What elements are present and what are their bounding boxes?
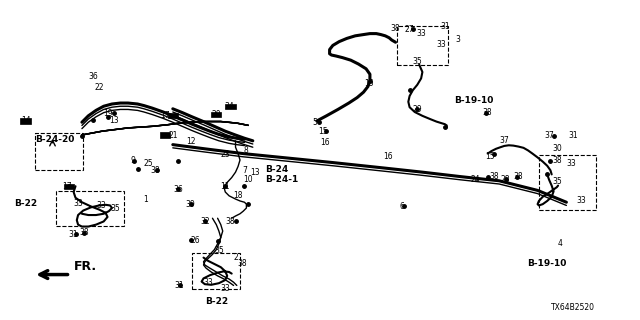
Text: B-19-10: B-19-10 [527, 260, 567, 268]
Text: 22: 22 [95, 83, 104, 92]
Text: 33: 33 [96, 201, 106, 210]
Text: 24: 24 [470, 175, 480, 184]
Bar [192, 253, 240, 289]
Text: 38: 38 [390, 24, 401, 33]
Text: 1: 1 [143, 195, 148, 204]
Text: 38: 38 [237, 260, 247, 268]
Text: 36: 36 [173, 185, 183, 194]
Text: 30: 30 [552, 144, 562, 153]
Text: 8: 8 [243, 146, 248, 155]
Bar [225, 104, 236, 109]
Text: 15: 15 [364, 79, 374, 88]
Text: 2: 2 [233, 253, 238, 262]
Text: 34: 34 [224, 102, 234, 111]
Text: 38: 38 [483, 108, 493, 117]
Text: 39: 39 [186, 200, 196, 209]
Text: 3: 3 [455, 36, 460, 44]
Text: 15: 15 [484, 152, 495, 161]
Bar [160, 132, 170, 138]
Text: 38: 38 [79, 228, 90, 237]
Text: 4: 4 [557, 239, 563, 248]
Text: 38: 38 [225, 217, 236, 226]
Text: 33: 33 [576, 196, 586, 205]
Text: 12: 12 [186, 137, 195, 146]
Bar [20, 118, 31, 124]
Text: 35: 35 [412, 57, 422, 66]
Text: TX64B2520: TX64B2520 [551, 303, 595, 312]
Text: 17: 17 [160, 111, 170, 120]
Text: 5: 5 [312, 118, 317, 127]
Text: 33: 33 [566, 159, 576, 168]
Text: 13: 13 [250, 168, 260, 177]
Text: 31: 31 [68, 230, 79, 239]
Bar [35, 133, 83, 170]
Text: 6: 6 [399, 202, 404, 211]
Text: B-24-20: B-24-20 [35, 135, 75, 144]
Text: B-22: B-22 [14, 199, 37, 208]
Text: 18: 18 [234, 191, 243, 200]
Text: 26: 26 [190, 236, 200, 245]
Text: 38: 38 [150, 166, 160, 175]
Text: 35: 35 [214, 246, 224, 255]
Text: 16: 16 [383, 152, 393, 161]
Text: 33: 33 [416, 29, 426, 38]
Text: B-22: B-22 [205, 297, 228, 306]
Text: 13: 13 [109, 116, 119, 125]
Text: 38: 38 [513, 172, 524, 181]
Bar [64, 184, 74, 189]
Text: 33: 33 [220, 284, 230, 293]
Text: B-19-10: B-19-10 [454, 96, 494, 105]
Text: 17: 17 [62, 182, 72, 191]
Text: 23: 23 [220, 150, 230, 159]
Text: 10: 10 [243, 175, 253, 184]
Text: 35: 35 [110, 204, 120, 213]
Text: 21: 21 [168, 131, 177, 140]
Bar [211, 112, 221, 117]
Text: 29: 29 [412, 105, 422, 114]
Text: 9: 9 [131, 156, 136, 165]
Bar [539, 155, 596, 210]
Text: 28: 28 [501, 175, 510, 184]
Text: 11: 11 [221, 182, 230, 191]
Text: 27: 27 [404, 25, 415, 34]
Text: 14: 14 [20, 116, 31, 125]
Text: 38: 38 [552, 156, 562, 165]
Text: 16: 16 [320, 138, 330, 147]
Bar [168, 113, 178, 118]
Text: 33: 33 [73, 199, 83, 208]
Text: 35: 35 [552, 177, 562, 186]
Text: 38: 38 [489, 172, 499, 181]
Text: 31: 31 [174, 281, 184, 290]
Text: 25: 25 [143, 159, 154, 168]
Text: B-24
B-24-1: B-24 B-24-1 [266, 165, 299, 184]
Text: 19: 19 [102, 109, 113, 118]
Bar [397, 26, 448, 65]
Text: 33: 33 [203, 278, 213, 287]
Text: 33: 33 [436, 40, 447, 49]
Text: 37: 37 [499, 136, 509, 145]
Text: FR.: FR. [74, 260, 97, 273]
Text: 7: 7 [242, 166, 247, 175]
Bar [56, 191, 124, 226]
Text: 36: 36 [88, 72, 98, 81]
Text: 20: 20 [211, 110, 221, 119]
Text: 32: 32 [200, 217, 210, 226]
Text: 37: 37 [544, 132, 554, 140]
Text: 31: 31 [568, 132, 578, 140]
Text: 15: 15 [318, 127, 328, 136]
Text: 31: 31 [440, 22, 450, 31]
